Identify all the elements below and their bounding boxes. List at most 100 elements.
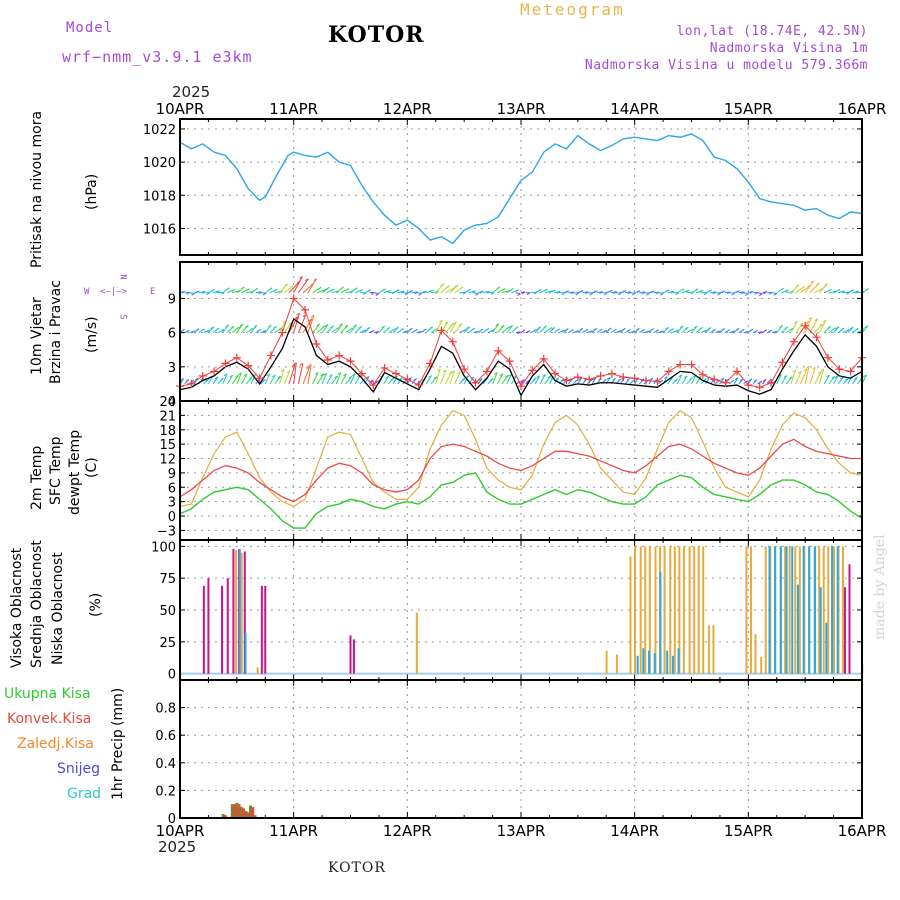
wind-arrow-head — [408, 327, 413, 331]
wind-arrow-head — [266, 373, 271, 377]
wind-arrow — [691, 374, 697, 385]
y-tick-label: 0.2 — [155, 784, 176, 799]
convective-rain-bar — [251, 806, 255, 818]
wind-arrow-head — [362, 292, 367, 295]
wind-arrow-head — [461, 377, 466, 381]
wind-arrow-head — [650, 290, 655, 294]
wind-arrow-head — [282, 320, 287, 324]
wind-gust-marker — [266, 351, 275, 360]
wind-arrow-head — [375, 293, 380, 297]
high-cloud-bar — [836, 546, 839, 674]
y-tick-label: 6 — [168, 481, 176, 496]
wind-arrow-head — [542, 374, 546, 377]
wind-speed-line — [179, 317, 863, 397]
wind-arrow-head — [565, 290, 570, 294]
wind-arrow-head — [348, 375, 353, 379]
wind-arrow-head — [845, 377, 849, 381]
wind-arrow-head — [758, 380, 763, 384]
wind-arrow-head — [827, 325, 831, 329]
wind-gust-marker — [596, 371, 605, 380]
wind-arrow-head — [745, 330, 749, 334]
wind-arrow-head — [561, 329, 565, 333]
y-tick-label: 0 — [168, 812, 176, 827]
wind-arrow-head — [181, 290, 186, 294]
wind-arrow-head — [790, 291, 794, 294]
high-cloud-bar — [653, 653, 656, 674]
wind-arrow-head — [660, 292, 664, 296]
wind-gust-marker — [482, 367, 491, 376]
low-cloud-bar — [243, 551, 246, 674]
wind-arrow-head — [748, 378, 753, 382]
wind-arrow-head — [195, 328, 200, 332]
wind-arrow — [818, 368, 825, 385]
wind-gust-marker — [471, 378, 480, 387]
wind-arrow-head — [617, 378, 622, 382]
wind-arrow-head — [308, 318, 313, 322]
wind-gust-marker — [721, 378, 730, 387]
wind-arrow — [226, 374, 234, 385]
mid-cloud-bar — [764, 546, 767, 674]
wind-arrow-head — [337, 372, 342, 375]
wind-gust-marker — [539, 354, 548, 363]
wind-gust-marker — [210, 367, 219, 376]
high-cloud-bar — [659, 571, 662, 674]
wind-gust-marker — [414, 381, 423, 390]
wind-arrow-head — [214, 376, 219, 380]
wind-arrow — [392, 376, 398, 385]
wind-arrow-head — [466, 326, 470, 330]
total-rain-bar — [221, 813, 225, 818]
wind-arrow-head — [603, 378, 607, 382]
wind-arrow-head — [429, 326, 433, 330]
wind-arrow — [809, 318, 819, 333]
wind-arrow-head — [243, 373, 248, 377]
mid-cloud-bar — [235, 550, 238, 674]
wind-arrow — [496, 373, 504, 385]
wind-arrow-head — [547, 375, 552, 379]
wind-arrow-head — [268, 287, 273, 291]
y-tick-label: 100 — [151, 540, 176, 555]
wind-gust-marker — [812, 333, 821, 342]
wind-arrow-head — [803, 368, 808, 372]
wind-arrow-head — [754, 292, 759, 295]
wind-arrow-head — [608, 289, 613, 293]
wind-arrow-head — [762, 378, 767, 382]
wind-arrow-head — [865, 288, 869, 292]
wind-arrow-head — [533, 291, 538, 295]
low-cloud-bar — [264, 585, 267, 674]
compass-west: W — [84, 287, 90, 297]
y-tick-label: 1022 — [143, 123, 176, 138]
wind-arrow — [823, 374, 830, 385]
wind-arrow-head — [693, 325, 698, 329]
wind-arrow-head — [521, 379, 525, 382]
low-cloud-bar — [352, 639, 355, 674]
wind-arrow-head — [457, 371, 461, 375]
wind-arrow — [781, 375, 788, 385]
y-tick-label: 21 — [159, 409, 176, 424]
wind-arrow-head — [194, 377, 199, 381]
wind-arrow-head — [404, 330, 409, 333]
wind-arrow-head — [680, 288, 685, 292]
wind-arrow-head — [339, 323, 343, 327]
wind-arrow-head — [201, 290, 206, 294]
wind-arrow-head — [444, 321, 449, 325]
wind-arrow-head — [370, 329, 375, 333]
wind-arrow-head — [475, 330, 479, 334]
wind-gust-marker — [551, 369, 560, 378]
wind-arrow — [222, 373, 228, 385]
wind-arrow-head — [253, 324, 258, 328]
wind-arrow-head — [613, 328, 617, 332]
wind-arrow-head — [521, 329, 526, 333]
wind-arrow-head — [413, 378, 417, 381]
wind-arrow-head — [720, 377, 725, 381]
wind-arrow-head — [646, 292, 650, 296]
wind-arrow-head — [712, 291, 717, 295]
wind-arrow-head — [395, 326, 399, 330]
wind-arrow — [340, 373, 347, 385]
high-cloud-bar — [808, 546, 811, 674]
wind-arrow-head — [824, 283, 828, 286]
x-day-label-bottom: 14APR — [610, 822, 659, 840]
mid-cloud-bar — [827, 546, 830, 674]
wind-arrow-head — [310, 314, 315, 318]
low-cloud-bar — [202, 585, 205, 674]
wind-arrow-head — [670, 328, 674, 332]
